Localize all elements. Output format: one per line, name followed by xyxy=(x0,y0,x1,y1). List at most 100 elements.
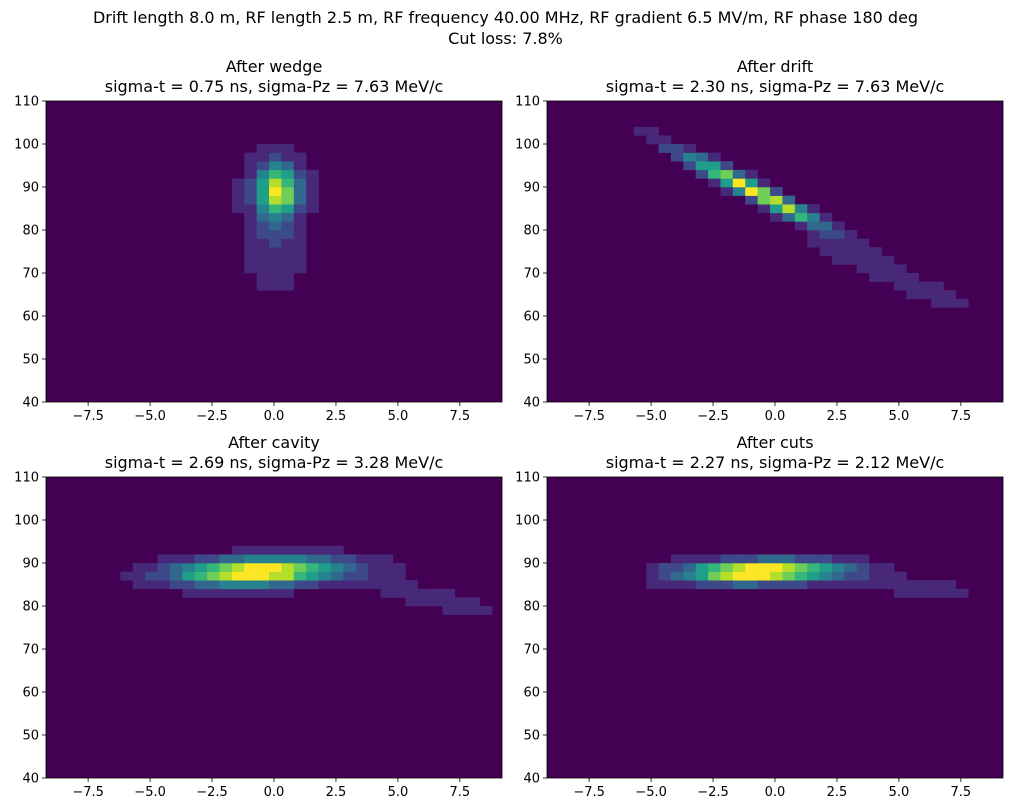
heatmap-cell xyxy=(293,212,307,222)
heatmap-cell xyxy=(794,571,808,581)
heatmap-cell xyxy=(244,152,257,162)
heatmap-cell xyxy=(281,187,295,196)
heatmap-cell xyxy=(893,281,907,291)
heatmap-cell xyxy=(281,273,295,282)
heatmap-cell xyxy=(256,169,270,179)
heatmap-cell xyxy=(145,571,158,581)
heatmap-cell xyxy=(231,204,245,214)
heatmap-cell xyxy=(244,187,257,196)
heatmap-cell xyxy=(658,135,672,145)
heatmap-cell xyxy=(269,178,282,188)
y-tick-label: 40 xyxy=(523,772,540,787)
y-tick-label: 90 xyxy=(523,557,540,572)
heatmap-cell xyxy=(633,126,647,136)
heatmap-cell xyxy=(417,588,431,598)
heatmap-cell xyxy=(293,178,307,188)
heatmap-cell xyxy=(256,161,270,171)
heatmap-cell xyxy=(856,563,870,572)
heatmap-cell xyxy=(380,563,394,572)
y-tick-label: 100 xyxy=(14,514,39,529)
heatmap-cell xyxy=(244,195,257,205)
heatmap-cell xyxy=(720,187,734,196)
heatmap-cell xyxy=(306,554,319,564)
heatmap-cell xyxy=(231,178,245,188)
heatmap-cell xyxy=(207,554,220,564)
heatmap-cell xyxy=(757,178,771,188)
heatmap-cell xyxy=(770,187,783,196)
heatmap-cell xyxy=(770,554,783,564)
heatmap-cell xyxy=(244,161,257,171)
y-tick-label: 50 xyxy=(523,353,540,368)
heatmap-cell xyxy=(943,298,957,308)
heatmap-cell xyxy=(918,290,932,300)
heatmap-cell xyxy=(244,178,257,188)
heatmap-cell xyxy=(832,221,845,231)
heatmap-cell xyxy=(906,281,920,291)
subplot-title: After wedge xyxy=(226,57,323,76)
heatmap-cell xyxy=(683,554,696,564)
heatmap-cell xyxy=(256,144,270,153)
heatmap-cell xyxy=(244,588,257,598)
heatmap-cell xyxy=(695,161,709,171)
heatmap-cell xyxy=(856,264,870,274)
heatmap-cell xyxy=(807,554,820,564)
heatmap-cell xyxy=(467,606,480,615)
x-tick-label: −7.5 xyxy=(573,785,605,800)
heatmap-cell xyxy=(244,247,257,257)
heatmap-cell xyxy=(231,554,245,564)
heatmap-cell xyxy=(683,563,696,572)
heatmap-cell xyxy=(943,588,957,598)
y-tick-label: 70 xyxy=(523,267,540,282)
heatmap-cell xyxy=(757,571,771,581)
heatmap-background xyxy=(46,477,502,778)
heatmap-cell xyxy=(658,563,672,572)
heatmap-cell xyxy=(269,238,282,248)
heatmap-cell xyxy=(405,580,419,590)
heatmap-cell xyxy=(794,563,808,572)
heatmap-cell xyxy=(207,580,220,590)
heatmap-cell xyxy=(256,221,270,231)
heatmap-cell xyxy=(708,580,721,590)
heatmap-cell xyxy=(318,554,332,564)
heatmap-cell xyxy=(670,152,684,162)
y-tick-label: 90 xyxy=(22,557,39,572)
x-tick-label: 7.5 xyxy=(450,409,471,424)
heatmap-cell xyxy=(182,563,195,572)
heatmap-cell xyxy=(157,580,171,590)
heatmap-cell xyxy=(683,152,696,162)
x-tick-label: 0.0 xyxy=(765,785,786,800)
heatmap-cell xyxy=(745,563,758,572)
heatmap-cell xyxy=(918,281,932,291)
heatmap-cell xyxy=(318,545,332,555)
heatmap-cell xyxy=(931,290,944,300)
heatmap-cell xyxy=(293,580,307,590)
heatmap-cell xyxy=(844,554,858,564)
heatmap-cell xyxy=(819,571,833,581)
heatmap-cell xyxy=(405,597,419,607)
heatmap-cell xyxy=(943,290,957,300)
heatmap-cell xyxy=(782,554,796,564)
heatmap-cell xyxy=(281,212,295,222)
heatmap-cell xyxy=(269,563,282,572)
heatmap-cell xyxy=(770,212,783,222)
heatmap-cell xyxy=(683,144,696,153)
heatmap-cell xyxy=(219,580,233,590)
heatmap-cell xyxy=(244,264,257,274)
heatmap-cell xyxy=(708,169,721,179)
x-tick-label: −2.5 xyxy=(697,409,729,424)
heatmap-cell xyxy=(670,563,684,572)
heatmap-cell xyxy=(479,606,493,615)
heatmap-cell xyxy=(807,238,820,248)
subplot-stats-title: sigma-t = 2.30 ns, sigma-Pz = 7.63 MeV/c xyxy=(606,77,945,96)
heatmap-cell xyxy=(380,580,394,590)
heatmap-cell xyxy=(906,273,920,282)
heatmap-cell xyxy=(869,563,882,572)
heatmap-cells xyxy=(633,126,969,308)
x-tick-label: −5.0 xyxy=(134,409,166,424)
heatmap-cell xyxy=(832,571,845,581)
heatmap-cell xyxy=(881,580,895,590)
heatmap-cell xyxy=(782,563,796,572)
heatmap-cell xyxy=(720,161,734,171)
heatmap-cell xyxy=(844,238,858,248)
y-tick-label: 110 xyxy=(515,471,540,486)
